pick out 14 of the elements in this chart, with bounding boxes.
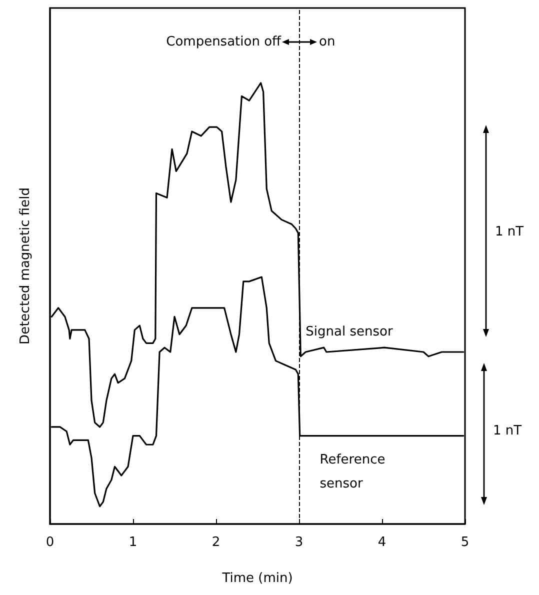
text: 1 nT [495,224,524,240]
series-label: Reference sensor [320,452,390,492]
x-tick-label: 5 [460,535,470,550]
text: Compensation off [166,34,282,50]
series-label: Signal sensor [306,324,394,340]
x-tick-label: 3 [294,535,304,550]
x-axis-title: Time (min) [221,571,293,586]
x-tick-label: 0 [46,535,54,550]
text: on [319,34,336,50]
x-tick-label: 1 [128,535,138,550]
text: 1 nT [493,424,522,438]
y-axis-title: Detected magnetic field [18,188,33,344]
x-tick-label: 2 [212,535,220,550]
x-tick-label: 4 [378,535,386,550]
